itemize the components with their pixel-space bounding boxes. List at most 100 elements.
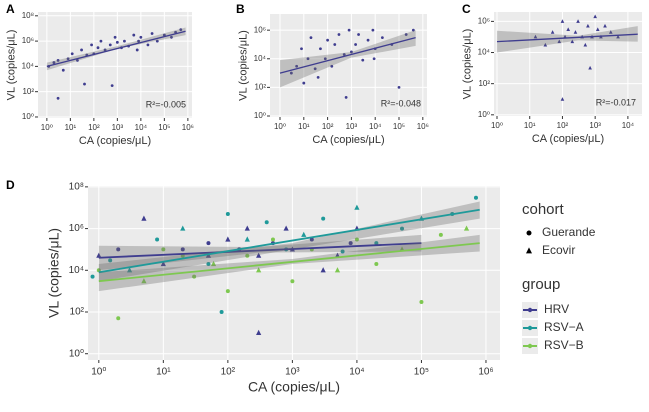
- point: [300, 47, 303, 51]
- point: [560, 97, 565, 101]
- x-axis-label: CA (copies/μL): [248, 379, 340, 395]
- point: [132, 33, 136, 37]
- point: [320, 267, 326, 273]
- x-tick-label: 10²: [322, 122, 334, 131]
- x-tick-label: 10⁶: [417, 122, 429, 131]
- point: [550, 30, 555, 34]
- fit-line: [496, 33, 638, 43]
- x-tick-label: 10⁴: [135, 123, 148, 132]
- point: [330, 64, 334, 68]
- legend-label: RSV−A: [544, 320, 584, 334]
- legend-label: HRV: [544, 302, 569, 316]
- point: [372, 57, 376, 61]
- legend-key: [526, 247, 532, 254]
- r2-annotation: R²=-0.005: [146, 99, 186, 109]
- y-axis-label: VL (copies/μL): [238, 30, 250, 101]
- point: [309, 237, 314, 242]
- point: [245, 253, 250, 258]
- point: [283, 225, 289, 231]
- point: [438, 232, 443, 237]
- point: [463, 225, 470, 231]
- point: [302, 81, 306, 85]
- x-tick-label: 10⁴: [369, 122, 382, 131]
- y-tick-label: 10⁸: [22, 11, 34, 20]
- x-axis-label: CA (copies/μL): [532, 133, 604, 145]
- point: [301, 231, 307, 237]
- x-tick-label: 10²: [221, 367, 236, 378]
- point: [270, 237, 275, 242]
- point: [290, 279, 295, 284]
- point: [616, 34, 620, 39]
- point: [323, 57, 327, 61]
- point: [289, 71, 293, 75]
- x-axis-label: CA (copies/μL): [312, 134, 384, 146]
- y-tick-label: 10⁰: [478, 110, 490, 119]
- point: [52, 61, 56, 64]
- point: [206, 262, 211, 267]
- r2-annotation: R²=-0.048: [381, 98, 421, 108]
- point: [319, 47, 322, 51]
- point: [179, 28, 183, 32]
- y-tick-label: 10⁸: [69, 182, 84, 193]
- point: [210, 260, 217, 267]
- point: [354, 43, 357, 46]
- legend-key: [527, 343, 533, 349]
- fit-line: [279, 37, 416, 74]
- point: [326, 38, 330, 42]
- point: [342, 53, 346, 56]
- x-tick-label: 10¹: [156, 367, 171, 378]
- legend-key: [527, 325, 533, 331]
- fit-line: [98, 208, 480, 274]
- x-tick-label: 10⁰: [91, 367, 106, 378]
- point: [306, 57, 310, 61]
- point: [244, 225, 250, 231]
- point: [374, 241, 379, 246]
- point: [354, 237, 359, 242]
- point: [123, 39, 126, 43]
- plot-background: [38, 12, 192, 118]
- legend-key: [527, 307, 533, 313]
- point: [411, 28, 415, 32]
- y-tick-label: 10⁴: [69, 265, 84, 276]
- x-tick-label: 10¹: [524, 121, 536, 130]
- fit-line: [98, 242, 422, 259]
- point: [419, 300, 424, 305]
- legend-title: cohort: [522, 201, 565, 218]
- point: [90, 43, 93, 47]
- point: [219, 310, 224, 315]
- y-tick-label: 10⁶: [254, 25, 266, 34]
- point: [108, 258, 113, 263]
- y-axis-label: VL (copies/μL): [6, 30, 18, 101]
- point: [162, 33, 166, 37]
- point: [347, 28, 351, 32]
- y-tick-label: 10²: [22, 87, 34, 96]
- point: [161, 247, 166, 252]
- x-tick-label: 10¹: [65, 123, 77, 132]
- point: [295, 64, 299, 68]
- point: [126, 267, 133, 273]
- point: [593, 14, 597, 19]
- point: [155, 237, 160, 242]
- point: [141, 215, 147, 221]
- x-tick-label: 10³: [346, 122, 358, 131]
- y-axis-label: VL (copies/μL): [46, 228, 62, 318]
- point: [96, 46, 100, 50]
- point: [80, 48, 83, 52]
- y-tick-label: 10⁴: [22, 62, 35, 71]
- point: [588, 65, 592, 70]
- point: [397, 85, 401, 89]
- point: [225, 236, 231, 242]
- x-tick-label: 10¹: [298, 122, 310, 131]
- plot-background: [88, 186, 500, 360]
- point: [366, 38, 370, 42]
- y-tick-label: 10⁴: [254, 54, 267, 63]
- fit-line: [46, 30, 186, 68]
- y-tick-label: 10²: [254, 82, 266, 91]
- legend-title: group: [522, 276, 560, 293]
- y-tick-label: 10²: [478, 79, 490, 88]
- point: [361, 58, 365, 62]
- x-tick-label: 10³: [112, 123, 124, 132]
- confidence-band: [280, 30, 416, 88]
- confidence-band: [496, 26, 638, 53]
